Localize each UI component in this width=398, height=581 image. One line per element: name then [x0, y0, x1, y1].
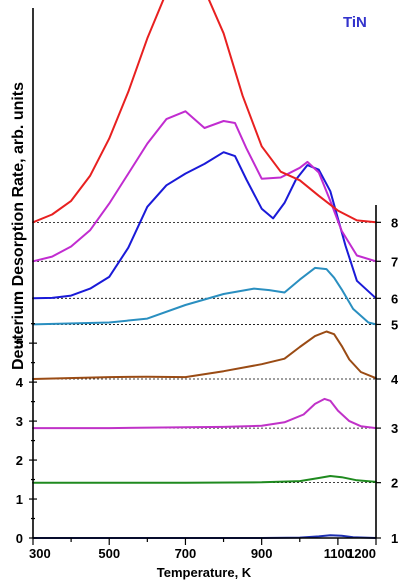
- x-tick-label: 500: [98, 546, 120, 561]
- right-label: 1: [391, 531, 398, 546]
- right-label: 2: [391, 476, 398, 491]
- y-axis-title: Deuterium Desorption Rate, arb. units: [10, 82, 27, 370]
- y-tick-label: 1: [16, 492, 23, 507]
- baselines: [33, 221, 376, 484]
- series-line-7: [32, 110, 377, 263]
- right-labels: 1 2 3 4 5 6 7 8: [376, 215, 398, 546]
- series-line-6: [32, 151, 377, 300]
- material-label: TiN: [343, 14, 367, 31]
- right-label: 7: [391, 254, 398, 269]
- series-line-4: [32, 330, 377, 380]
- series-line-2: [32, 475, 377, 484]
- y-tick-label: 4: [16, 375, 24, 390]
- right-label: 6: [391, 291, 398, 306]
- right-label: 5: [391, 317, 398, 332]
- y-tick-label: 2: [16, 453, 23, 468]
- right-label: 8: [391, 215, 398, 230]
- right-label: 3: [391, 421, 398, 436]
- x-tick-label: 1100: [324, 546, 352, 561]
- series-lines: [32, 0, 377, 539]
- series-line-5: [32, 266, 377, 326]
- x-tick-label: 700: [175, 546, 197, 561]
- y-tick-label: 0: [16, 531, 23, 546]
- series-line-3: [32, 397, 377, 430]
- axes: [32, 8, 377, 539]
- x-tick-label: 900: [251, 546, 273, 561]
- right-label: 4: [391, 372, 398, 387]
- y-tick-label: 5: [16, 336, 23, 351]
- x-axis-title: Temperature, K: [157, 565, 252, 580]
- y-tick-label: 3: [16, 414, 23, 429]
- x-tick-label: 1200: [347, 546, 376, 561]
- x-tick-label: 300: [29, 546, 51, 561]
- y-ticks: 0 1 2 3 4 5: [16, 323, 37, 546]
- series-line-8: [32, 0, 377, 224]
